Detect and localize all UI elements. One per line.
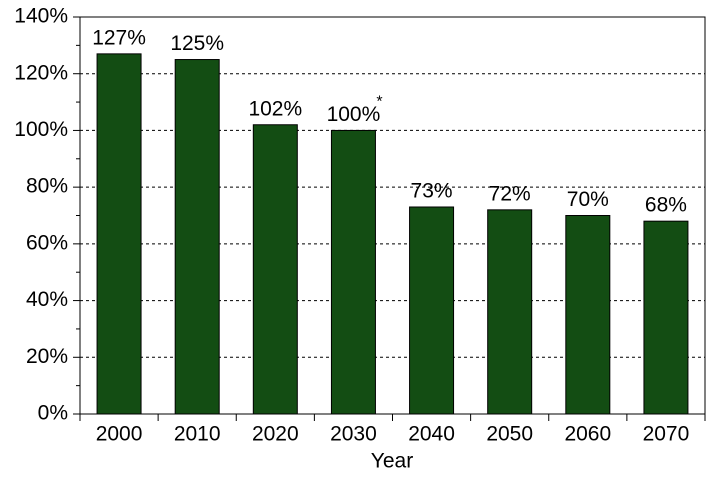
- value-label: 125%: [170, 32, 224, 55]
- value-label: 100%: [327, 103, 381, 126]
- y-tick-label: 20%: [26, 345, 68, 368]
- y-tick-label: 80%: [26, 175, 68, 198]
- x-tick-label: 2030: [330, 423, 377, 446]
- bar: [565, 215, 611, 415]
- bar: [174, 59, 220, 415]
- x-tick-label: 2020: [252, 423, 299, 446]
- bar: [330, 129, 376, 415]
- value-label: 68%: [645, 194, 687, 217]
- value-label: 72%: [489, 182, 531, 205]
- x-axis-label: Year: [371, 450, 413, 473]
- plot-frame: [79, 16, 706, 415]
- value-label: 102%: [248, 97, 302, 120]
- value-label: 70%: [567, 188, 609, 211]
- x-tick-label: 2000: [96, 423, 143, 446]
- bar: [409, 206, 455, 415]
- bar: [252, 124, 298, 415]
- value-label: 73%: [411, 180, 453, 203]
- y-tick-label: 140%: [14, 5, 68, 28]
- value-label: 127%: [92, 26, 146, 49]
- bar: [487, 209, 533, 415]
- bar: [643, 220, 689, 415]
- x-tick-label: 2050: [486, 423, 533, 446]
- x-tick-label: 2040: [408, 423, 455, 446]
- y-tick-label: 100%: [14, 118, 68, 141]
- x-tick-label: 2010: [174, 423, 221, 446]
- y-tick-label: 120%: [14, 61, 68, 84]
- bar: [96, 53, 142, 415]
- y-tick-label: 60%: [26, 231, 68, 254]
- y-tick-label: 40%: [26, 288, 68, 311]
- annotation: *: [376, 94, 382, 111]
- y-tick-label: 0%: [38, 402, 68, 425]
- x-tick-label: 2070: [643, 423, 690, 446]
- x-tick-label: 2060: [564, 423, 611, 446]
